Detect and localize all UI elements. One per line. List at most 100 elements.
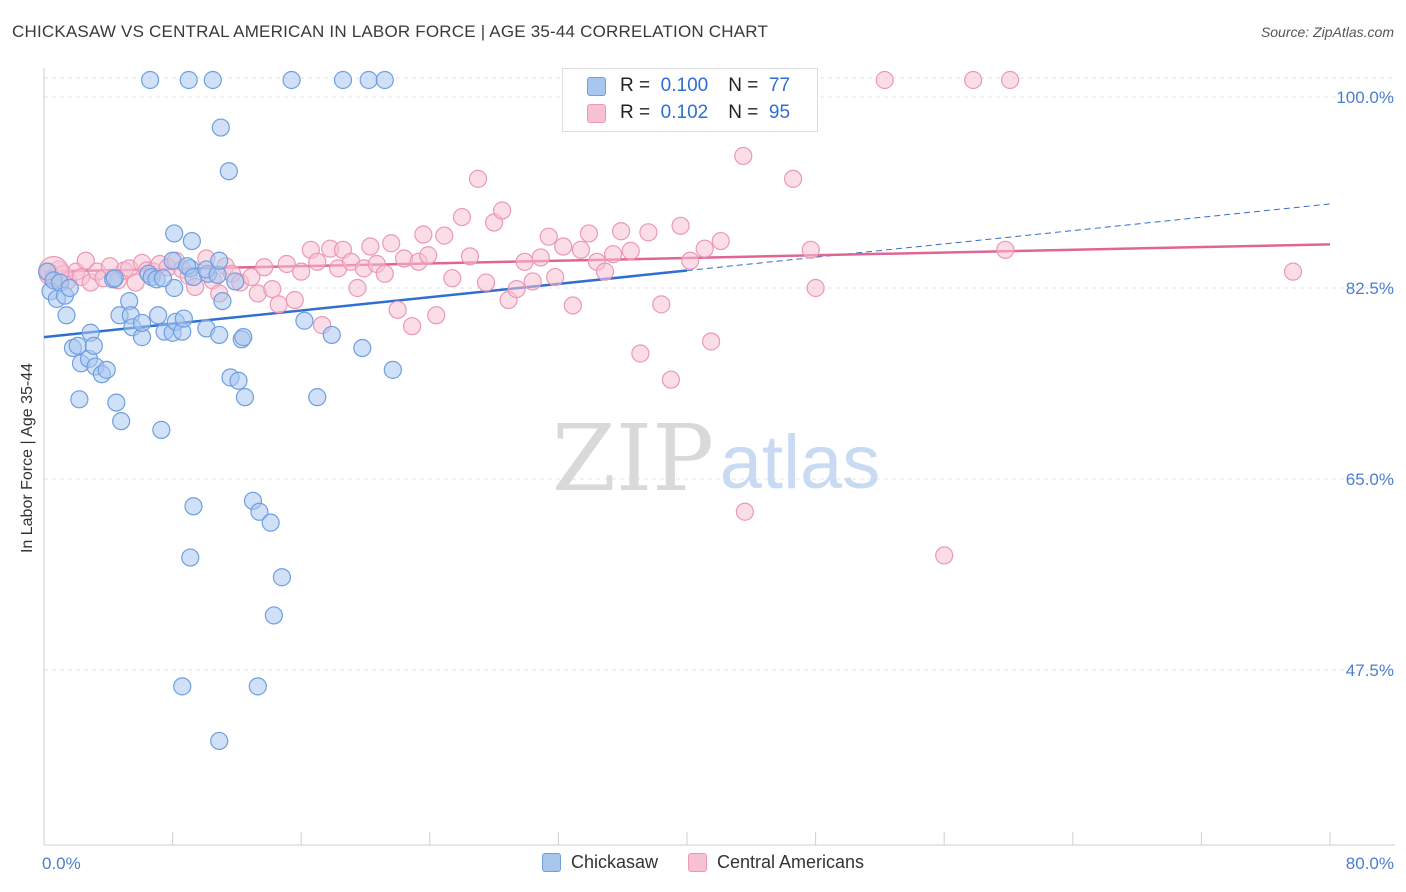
central-americans-point: [269, 295, 288, 314]
watermark-atlas: atlas: [720, 420, 881, 505]
central-americans-point: [671, 216, 690, 235]
central-americans-point: [523, 272, 542, 291]
n-label: N =: [728, 102, 759, 123]
chickasaw-point: [282, 70, 301, 90]
chickasaw-point: [219, 162, 238, 181]
chickasaw-point: [105, 269, 124, 288]
watermark-zip: ZIP: [552, 405, 714, 512]
chickasaw-point: [295, 311, 314, 330]
central-americans-point: [603, 245, 623, 264]
central-americans-point: [255, 258, 274, 277]
central-americans-point: [734, 146, 753, 166]
chickasaw-point: [272, 568, 292, 587]
central-americans-point: [935, 546, 954, 565]
central-americans-point: [801, 240, 820, 259]
source-label: Source: ZipAtlas.com: [1260, 24, 1394, 40]
chickasaw-point: [353, 338, 372, 358]
central-americans-point: [443, 269, 462, 288]
chickasaw-point: [359, 70, 378, 90]
central-americans-point: [515, 252, 534, 271]
chickasaw-point: [210, 731, 229, 751]
central-americans-point: [460, 247, 480, 266]
central-americans-n-value: 95: [768, 102, 791, 123]
central-americans-point: [806, 278, 825, 298]
central-americans-point: [611, 222, 631, 241]
x-tick-labels: 0.0% 80.0%: [42, 854, 1394, 873]
central-americans-point: [414, 225, 433, 244]
watermark: ZIP atlas: [552, 405, 880, 512]
chickasaw-point: [132, 313, 152, 333]
chickasaw-point: [322, 325, 341, 345]
central-americans-point: [702, 332, 721, 351]
central-americans-point: [554, 237, 573, 256]
y-tick-labels: 47.5% 65.0% 82.5% 100.0%: [1336, 88, 1394, 680]
series-legend: Chickasaw Central Americans: [0, 852, 1406, 873]
central-americans-point: [308, 252, 327, 271]
n-label: N =: [728, 75, 759, 96]
central-americans-point: [563, 296, 582, 315]
central-americans-point: [375, 264, 394, 283]
central-americans-point: [579, 224, 599, 243]
central-americans-point: [476, 273, 496, 292]
chickasaw-point: [70, 390, 89, 409]
chickasaw-point: [261, 513, 280, 532]
y-tick-label: 47.5%: [1346, 661, 1394, 680]
chickasaw-point: [383, 360, 402, 379]
chickasaw-point: [210, 325, 229, 345]
legend-item-chickasaw: Chickasaw: [541, 852, 658, 873]
legend-row-chickasaw: R = 0.100 N = 77: [587, 73, 790, 99]
central-americans-point: [875, 70, 894, 90]
central-americans-point: [452, 207, 472, 227]
y-tick-label: 65.0%: [1346, 470, 1394, 489]
central-americans-point: [348, 278, 367, 298]
central-americans-point: [292, 262, 311, 281]
x-tick-label: 80.0%: [1346, 854, 1394, 873]
central-americans-point: [419, 246, 438, 265]
central-americans-point: [126, 273, 145, 292]
chickasaw-point: [235, 388, 255, 407]
central-americans-point: [964, 70, 983, 90]
chickasaw-swatch: [587, 76, 606, 96]
chickasaw-point: [203, 70, 222, 90]
chickasaw-point: [375, 70, 394, 90]
chickasaw-r-value: 0.100: [660, 75, 709, 96]
chickasaw-point: [226, 272, 245, 291]
central-americans-point: [507, 279, 526, 299]
central-americans-point: [531, 248, 550, 267]
chart-title: CHICKASAW VS CENTRAL AMERICAN IN LABOR F…: [12, 22, 769, 41]
chickasaw-point: [308, 388, 327, 407]
r-label: R =: [620, 75, 651, 96]
chickasaw-point: [165, 224, 184, 243]
central-americans-swatch: [687, 853, 707, 872]
chickasaw-point: [149, 306, 168, 325]
chickasaw-point: [181, 548, 200, 567]
legend-chickasaw-label: Chickasaw: [570, 852, 658, 872]
central-americans-point: [468, 169, 488, 188]
chickasaw-point: [152, 420, 171, 439]
chickasaw-point: [174, 309, 193, 328]
chickasaw-point: [250, 502, 269, 521]
chickasaw-point: [112, 412, 131, 431]
central-americans-point: [652, 295, 671, 314]
chickasaw-point: [60, 278, 79, 298]
central-americans-point: [639, 223, 658, 242]
chickasaw-point: [97, 360, 116, 379]
central-americans-point: [403, 317, 422, 336]
x-tick-label: 0.0%: [42, 854, 81, 873]
chickasaw-point: [57, 306, 76, 325]
central-americans-point: [996, 240, 1015, 259]
legend-central-americans-label: Central Americans: [716, 852, 865, 872]
chickasaw-point: [333, 70, 353, 90]
chickasaw-trend-extension: [686, 203, 1331, 272]
central-americans-point: [361, 237, 380, 256]
y-tick-label: 82.5%: [1346, 279, 1394, 298]
central-americans-point: [388, 300, 407, 319]
central-americans-point: [783, 169, 803, 188]
chickasaw-point: [264, 606, 283, 625]
central-americans-point: [571, 240, 591, 259]
central-americans-r-value: 0.102: [660, 102, 709, 123]
central-americans-point: [695, 239, 714, 258]
central-americans-point: [621, 241, 640, 260]
chickasaw-point: [140, 70, 160, 90]
